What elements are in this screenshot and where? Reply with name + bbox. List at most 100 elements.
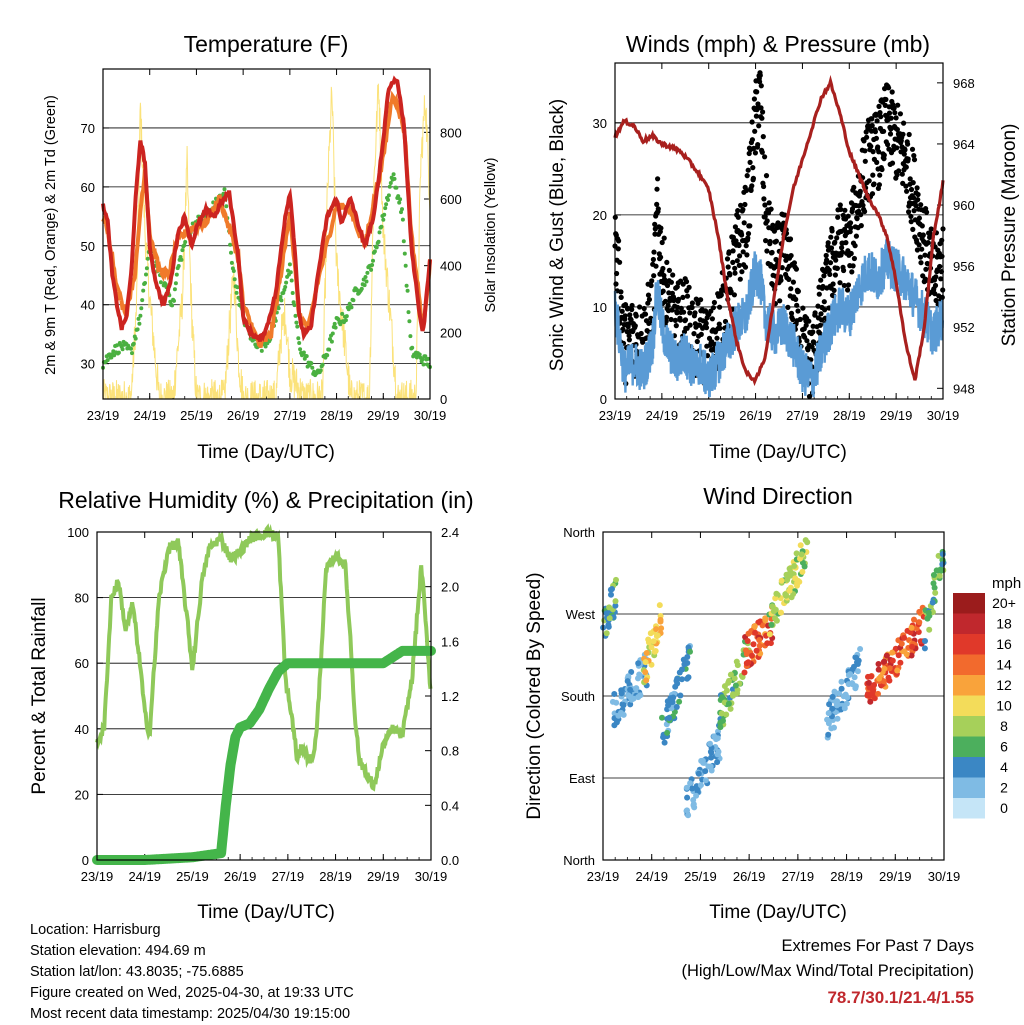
direction-point <box>613 699 620 706</box>
dir-plot-border <box>602 531 945 861</box>
gust-point <box>906 209 912 215</box>
direction-point <box>687 648 693 655</box>
gust-point <box>904 188 910 194</box>
direction-point <box>612 602 619 609</box>
gust-point <box>718 292 724 298</box>
rh-xtick-label: 26/19 <box>224 869 257 884</box>
rh-ytick-right-label: 1.2 <box>441 689 459 704</box>
gust-point <box>710 305 717 311</box>
gust-point <box>747 159 753 165</box>
dewpoint-point <box>137 321 142 326</box>
direction-point <box>685 812 692 819</box>
dewpoint-point <box>182 243 187 248</box>
dewpoint-point <box>296 336 301 341</box>
direction-point <box>659 714 665 721</box>
direction-point <box>612 598 619 605</box>
direction-point <box>731 675 738 682</box>
gust-point <box>735 208 741 214</box>
gust-point <box>870 172 876 178</box>
direction-point <box>853 654 860 661</box>
gust-point <box>832 272 839 278</box>
direction-point <box>852 685 859 692</box>
humidity-panel: Relative Humidity (%) & Precipitation (i… <box>29 487 474 923</box>
gust-point <box>888 126 894 132</box>
gust-point <box>740 206 746 213</box>
legend-swatch <box>953 716 985 737</box>
dewpoint-point <box>293 313 298 318</box>
direction-point <box>908 652 915 659</box>
gust-point <box>827 260 834 266</box>
created-text: Figure created on Wed, 2025-04-30, at 19… <box>30 985 354 1001</box>
gust-point <box>654 186 660 192</box>
legend-label: 20+ <box>992 595 1016 611</box>
dewpoint-point <box>297 341 302 345</box>
gust-point <box>854 216 860 222</box>
wind-ytick-right-label: 964 <box>953 137 975 152</box>
dewpoint-point <box>232 277 237 282</box>
gust-point <box>918 202 924 208</box>
gust-point <box>617 259 623 265</box>
dewpoint-point <box>371 258 375 263</box>
direction-point <box>762 615 769 622</box>
gust-point <box>754 89 760 95</box>
gust-point <box>795 308 801 314</box>
gust-point <box>861 138 867 144</box>
extremes-title: Extremes For Past 7 Days <box>781 937 974 955</box>
direction-point <box>749 652 755 659</box>
dewpoint-point <box>405 288 410 293</box>
winds-ylabel-right: Station Pressure (Maroon) <box>999 124 1020 347</box>
dewpoint-point <box>168 299 173 304</box>
dewpoint-point <box>325 353 330 358</box>
gust-point <box>622 313 628 319</box>
gust-point <box>821 299 827 305</box>
direction-point <box>656 602 663 609</box>
gust-point <box>744 173 750 179</box>
dewpoint-point <box>135 327 140 332</box>
direction-point <box>661 739 668 746</box>
gust-point <box>828 234 834 240</box>
gust-point <box>716 321 722 327</box>
dewpoint-point <box>376 239 381 244</box>
direction-point <box>857 646 864 652</box>
rh-ytick-right-label: 2.4 <box>441 525 459 540</box>
temperature-title: Temperature (F) <box>184 31 349 57</box>
gust-point <box>677 317 683 323</box>
gust-point <box>736 242 742 249</box>
direction-point <box>847 671 854 678</box>
legend-swatch <box>953 675 985 696</box>
gust-point <box>827 271 833 277</box>
direction-point <box>626 693 633 700</box>
wind-xtick-label: 24/19 <box>646 408 679 423</box>
dewpoint-point <box>107 352 112 357</box>
dewpoint-point <box>234 290 239 295</box>
legend-label: 2 <box>1000 780 1008 796</box>
gust-point <box>748 187 754 193</box>
gust-point <box>703 325 710 331</box>
gust-point <box>872 129 879 135</box>
gust-point <box>663 318 669 324</box>
gust-point <box>689 304 695 311</box>
gust-point <box>766 200 772 206</box>
dewpoint-point <box>136 316 141 321</box>
temp-xtick-label: 28/19 <box>320 408 353 423</box>
temp-xtick-label: 27/19 <box>274 408 307 423</box>
gust-point <box>916 242 922 248</box>
dewpoint-point <box>183 240 188 244</box>
direction-point <box>658 625 665 632</box>
direction-point <box>876 675 883 682</box>
direction-point <box>794 582 800 589</box>
gust-point <box>671 296 677 302</box>
direction-point <box>797 542 804 549</box>
direction-point <box>929 599 936 606</box>
direction-point <box>804 539 811 546</box>
dewpoint-point <box>138 313 143 318</box>
gust-point <box>645 292 652 298</box>
gust-point <box>637 304 643 310</box>
gust-point <box>642 311 649 317</box>
wind-xtick-label: 28/19 <box>833 408 866 423</box>
direction-point <box>770 608 777 615</box>
gust-point <box>735 214 741 220</box>
gust-point <box>669 307 675 313</box>
gust-point <box>812 310 818 316</box>
gust-point <box>919 223 925 229</box>
